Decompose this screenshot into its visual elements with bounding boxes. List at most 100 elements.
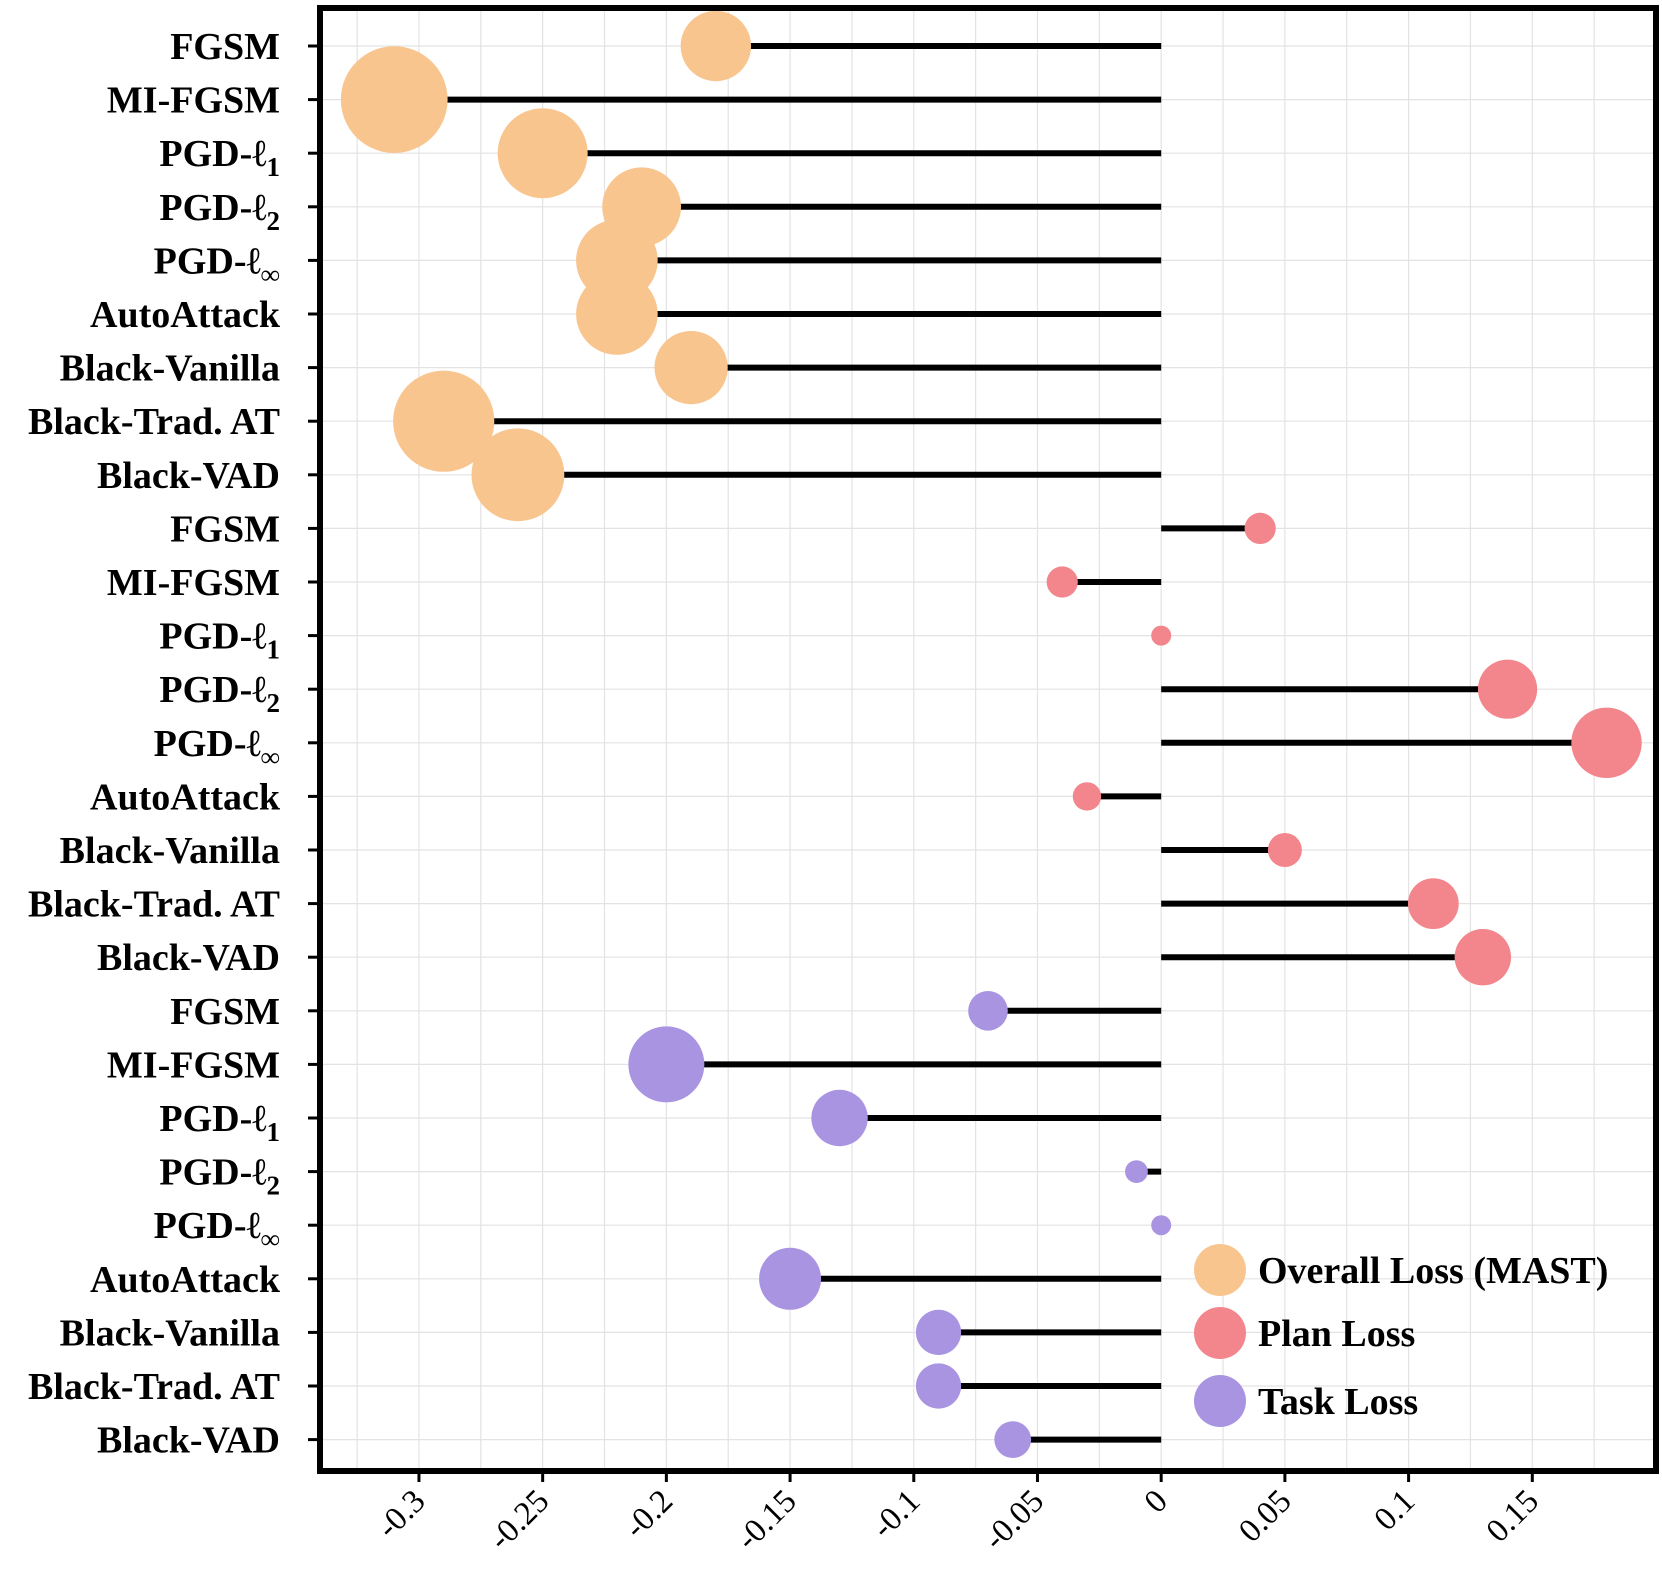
legend-swatch (1194, 1244, 1246, 1296)
y-label-text: PGD-ℓ (159, 669, 266, 711)
y-label: Black-Trad. AT (28, 401, 280, 443)
lollipop-dot (968, 991, 1008, 1031)
y-label-text: MI-FGSM (107, 1044, 280, 1086)
y-label-text: PGD-ℓ (159, 1152, 266, 1194)
y-label: PGD-ℓ2 (159, 187, 280, 236)
y-label: PGD-ℓ∞ (154, 240, 280, 289)
x-tick-label: 0.05 (1232, 1483, 1298, 1549)
lollipop-dot (497, 108, 588, 199)
y-label: Black-VAD (97, 455, 280, 497)
y-label: Black-Trad. AT (28, 1366, 280, 1408)
lollipop-dot (915, 1309, 962, 1355)
y-label: PGD-ℓ1 (159, 616, 280, 665)
legend-label: Plan Loss (1258, 1313, 1415, 1355)
x-tick-marks (417, 1471, 1534, 1482)
y-label-text: Black-Vanilla (60, 1312, 280, 1354)
y-label-text: PGD-ℓ (154, 723, 261, 765)
lollipop-dot (576, 273, 658, 355)
y-label: MI-FGSM (107, 1044, 280, 1086)
y-label-text: PGD-ℓ (159, 1098, 266, 1140)
y-label: PGD-ℓ1 (159, 1098, 280, 1147)
lollipop-dot (471, 428, 565, 522)
lollipop-dot (654, 331, 728, 405)
x-tick-label: 0.15 (1480, 1483, 1546, 1549)
y-label-subscript: 1 (267, 152, 281, 182)
lollipop-dot (1125, 1160, 1148, 1183)
legend-swatch (1194, 1307, 1246, 1359)
y-label-subscript: ∞ (261, 259, 280, 289)
y-label-subscript: 2 (267, 206, 281, 236)
lollipop-dot (1267, 833, 1302, 867)
x-tick-label: -0.1 (865, 1483, 927, 1545)
y-label: FGSM (170, 991, 280, 1033)
y-label: FGSM (170, 26, 280, 68)
lollipop-dot (811, 1089, 868, 1147)
y-label: Black-VAD (97, 937, 280, 979)
y-label-text: AutoAttack (90, 294, 281, 336)
lollipop-dot (1571, 707, 1642, 778)
x-axis-labels: -0.3 -0.25 -0.2 -0.15 -0.1 -0.05 0 0.05 0.1 0.15 (370, 1483, 1546, 1557)
x-tick-label: -0.3 (370, 1483, 432, 1545)
y-label-text: Black-Trad. AT (28, 1366, 280, 1408)
plot-frame (317, 5, 1659, 1474)
y-label: Black-Vanilla (60, 1312, 280, 1354)
lollipop-dot (1072, 782, 1102, 811)
y-label: PGD-ℓ∞ (154, 723, 280, 772)
lollipop-dot (1407, 878, 1459, 929)
lollipop-dot (1151, 625, 1172, 646)
y-label-text: PGD-ℓ (159, 187, 266, 229)
lollipop-dot (680, 10, 752, 82)
y-label-text: AutoAttack (90, 1259, 281, 1301)
lollipop-dot (340, 46, 448, 153)
x-tick-label: -0.05 (977, 1483, 1051, 1557)
y-label-subscript: ∞ (261, 1224, 280, 1254)
y-label: MI-FGSM (107, 80, 280, 122)
y-axis-labels: FGSMMI-FGSMPGD-ℓ1PGD-ℓ2PGD-ℓ∞AutoAttackB… (28, 26, 281, 1462)
y-label: PGD-ℓ2 (159, 669, 280, 718)
y-label-subscript: 2 (267, 1171, 281, 1201)
y-label: Black-Vanilla (60, 348, 280, 390)
y-label-text: Black-Vanilla (60, 348, 280, 390)
x-tick-label: 0.1 (1368, 1483, 1423, 1538)
y-label: Black-Vanilla (60, 830, 280, 872)
lollipop-dot (1244, 512, 1276, 545)
lollipop-dot (393, 370, 495, 472)
lollipop-dot (1151, 1215, 1172, 1236)
y-label-text: AutoAttack (90, 776, 281, 818)
y-tick-marks (308, 44, 320, 1442)
lollipop-stems (394, 43, 1607, 1443)
y-label: PGD-ℓ2 (159, 1152, 280, 1201)
y-label-text: Black-Trad. AT (28, 401, 280, 443)
y-label-subscript: ∞ (261, 742, 280, 772)
x-tick-label: 0 (1138, 1483, 1175, 1520)
y-label-text: PGD-ℓ (154, 1205, 261, 1247)
y-label: AutoAttack (90, 294, 281, 336)
y-label-text: MI-FGSM (107, 562, 280, 604)
legend-label: Task Loss (1258, 1381, 1418, 1423)
x-tick-label: -0.25 (482, 1483, 556, 1557)
y-label-text: MI-FGSM (107, 80, 280, 122)
lollipop-dot (1454, 929, 1512, 986)
y-label-text: FGSM (170, 991, 280, 1033)
legend: Overall Loss (MAST) Plan Loss Task Loss (1194, 1244, 1608, 1427)
lollipop-dot (759, 1247, 822, 1310)
y-label-text: FGSM (170, 26, 280, 68)
y-label: MI-FGSM (107, 562, 280, 604)
x-tick-label: -0.2 (618, 1483, 680, 1545)
y-label: PGD-ℓ∞ (154, 1205, 280, 1254)
lollipop-dot (1046, 566, 1078, 598)
lollipop-dot (628, 1026, 705, 1103)
y-label: Black-Trad. AT (28, 884, 280, 926)
y-label-text: PGD-ℓ (159, 133, 266, 175)
y-label: Black-VAD (97, 1420, 280, 1462)
lollipop-dot (994, 1421, 1032, 1458)
lollipop-dots (340, 10, 1642, 1458)
lollipop-dot (1477, 659, 1538, 719)
y-label-subscript: 1 (267, 635, 281, 665)
y-label: AutoAttack (90, 776, 281, 818)
y-label-text: Black-Vanilla (60, 830, 280, 872)
legend-label: Overall Loss (MAST) (1258, 1250, 1608, 1292)
y-label-subscript: 1 (267, 1117, 281, 1147)
lollipop-dot (915, 1363, 962, 1409)
y-label-text: Black-VAD (97, 937, 280, 979)
